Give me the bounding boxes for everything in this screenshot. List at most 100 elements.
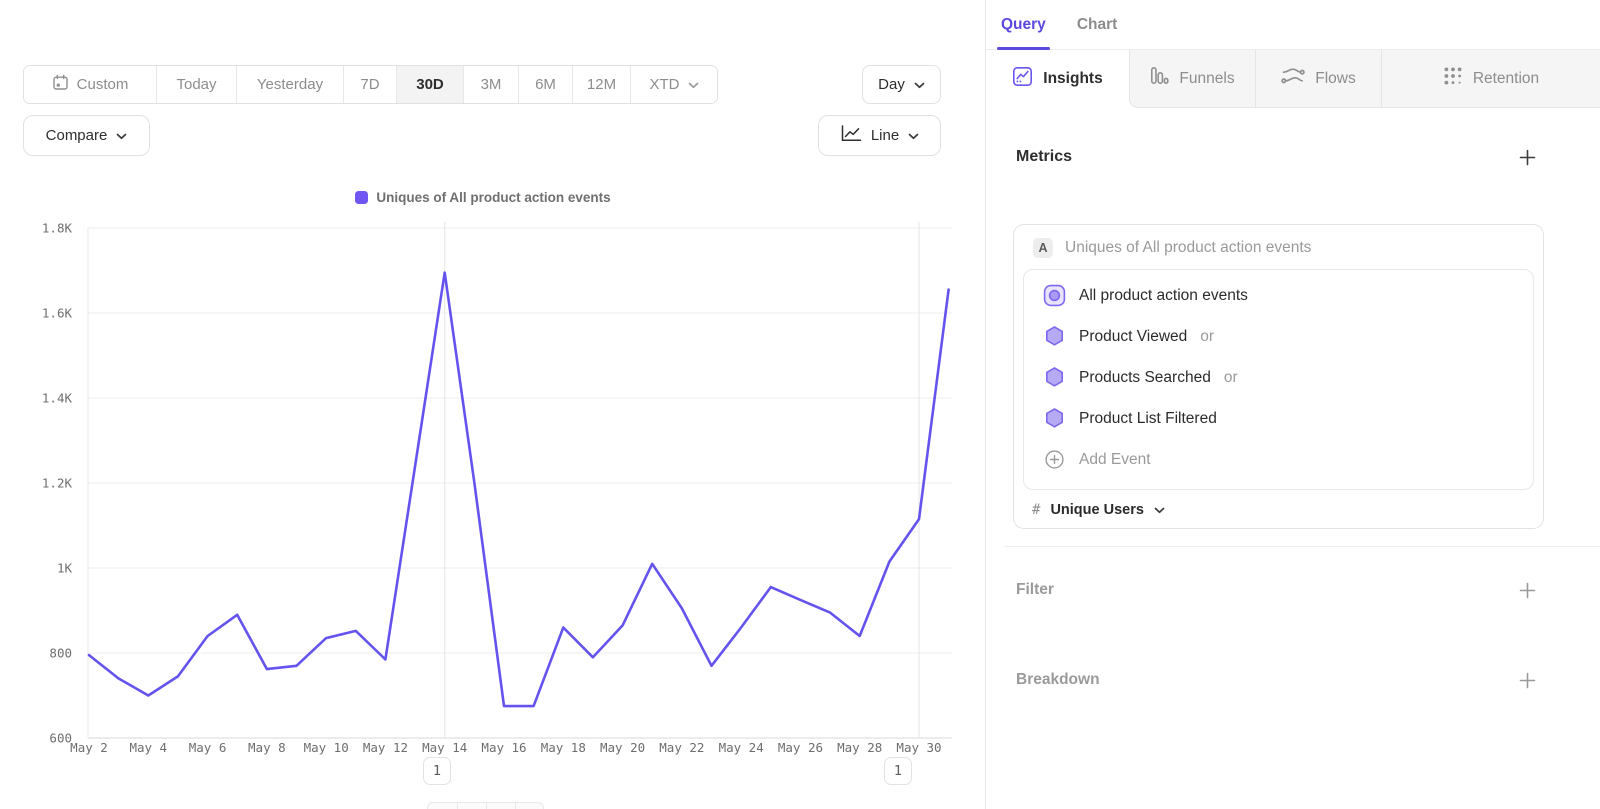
granularity-button[interactable]: Day <box>862 65 941 104</box>
legend-swatch <box>355 191 369 204</box>
measurement-selector[interactable]: # Unique Users <box>1032 490 1165 530</box>
x-axis-tick: May 24 <box>719 740 764 755</box>
add-breakdown-button[interactable] <box>1519 672 1536 689</box>
range-3m[interactable]: 3M <box>464 66 519 103</box>
event-row[interactable]: Product List Filtered <box>1024 398 1533 439</box>
event-operator-suffix: or <box>1223 368 1238 386</box>
tab-label: Funnels <box>1179 69 1235 87</box>
hexagon-icon <box>1043 325 1066 348</box>
granularity-label: Day <box>878 76 905 93</box>
range-12m[interactable]: 12M <box>573 66 631 103</box>
chevron-down-icon <box>908 127 919 144</box>
x-axis-tick: May 28 <box>837 740 882 755</box>
x-axis-tick: May 30 <box>896 740 941 755</box>
date-range-selector: Custom Today Yesterday 7D 30D 3M 6M 12M XTD <box>23 65 718 104</box>
line-chart-icon <box>840 125 862 146</box>
event-label: All product action events <box>1079 286 1248 304</box>
annotation-badge[interactable]: 1 <box>423 757 451 785</box>
range-today[interactable]: Today <box>157 66 237 103</box>
add-event-button[interactable]: Add Event <box>1024 439 1533 480</box>
tab-query[interactable]: Query <box>997 0 1050 50</box>
add-filter-button[interactable] <box>1519 582 1536 599</box>
range-label: XTD <box>649 76 680 93</box>
custom-event-icon <box>1043 284 1066 307</box>
metric-letter-badge: A <box>1033 238 1053 258</box>
y-axis-tick: 1.4K <box>42 391 73 406</box>
legend-label: Uniques of All product action events <box>376 190 611 205</box>
event-row[interactable]: Products Searched or <box>1024 357 1533 398</box>
metric-title-text: Uniques of All product action events <box>1065 239 1312 256</box>
number-icon: # <box>1032 502 1041 518</box>
flows-icon <box>1281 67 1306 91</box>
range-label: 6M <box>535 76 556 93</box>
annotation-badge[interactable]: 1 <box>884 757 912 785</box>
insights-icon <box>1012 66 1033 92</box>
calendar-icon <box>52 74 69 95</box>
chart-legend: Uniques of All product action events <box>0 190 966 205</box>
retention-icon <box>1443 66 1463 91</box>
add-metric-button[interactable] <box>1519 149 1536 166</box>
range-label: Today <box>176 76 217 93</box>
tab-chart-label: Chart <box>1076 15 1118 33</box>
event-label: Product Viewed <box>1079 327 1188 345</box>
range-label: 12M <box>586 76 617 93</box>
tab-insights[interactable]: Insights <box>986 50 1129 108</box>
series-line[interactable] <box>87 271 950 708</box>
tab-retention[interactable]: Retention <box>1381 50 1600 108</box>
range-7d[interactable]: 7D <box>344 66 397 103</box>
axis-labels: 600 800 1K 1.2K 1.4K 1.6K 1.8K May 2 May 4 May 6 M… <box>42 221 942 756</box>
y-axis-tick: 1.2K <box>42 476 73 491</box>
query-builder-panel: Query Chart Insights Funnels Flows Retentio… <box>985 0 1600 809</box>
partial-control[interactable] <box>427 802 544 809</box>
y-axis-tick: 1K <box>57 561 73 576</box>
y-axis-tick: 600 <box>49 731 72 746</box>
tab-chart[interactable]: Chart <box>1077 0 1117 49</box>
chevron-down-icon <box>1154 501 1165 519</box>
event-operator-suffix: or <box>1200 327 1215 345</box>
gridlines <box>87 222 952 739</box>
y-axis-tick: 800 <box>49 646 72 661</box>
range-6m[interactable]: 6M <box>519 66 573 103</box>
event-label: Product List Filtered <box>1079 409 1217 427</box>
x-axis-tick: May 22 <box>659 740 704 755</box>
event-row[interactable]: All product action events <box>1024 275 1533 316</box>
range-label: 3M <box>480 76 502 93</box>
section-divider <box>1005 546 1600 547</box>
event-list: All product action events Product Viewed o… <box>1024 275 1533 439</box>
range-yesterday[interactable]: Yesterday <box>237 66 344 103</box>
metric-header[interactable]: A Uniques of All product action events <box>1014 225 1543 258</box>
metrics-section-header: Metrics <box>1016 146 1536 168</box>
compare-button[interactable]: Compare <box>23 115 150 156</box>
filter-section-header: Filter <box>1016 577 1536 603</box>
hexagon-icon <box>1043 366 1066 389</box>
x-axis-tick: May 12 <box>363 740 408 755</box>
range-label: Custom <box>76 76 129 93</box>
compare-label: Compare <box>45 127 108 144</box>
y-axis-tick: 1.6K <box>42 306 73 321</box>
chart-type-label: Line <box>870 127 900 144</box>
metrics-title: Metrics <box>1016 148 1073 165</box>
funnels-icon <box>1150 66 1170 92</box>
range-30d[interactable]: 30D <box>397 66 464 103</box>
range-xtd[interactable]: XTD <box>631 66 717 103</box>
breakdown-section-header: Breakdown <box>1016 667 1536 693</box>
plus-circle-icon <box>1043 448 1066 471</box>
x-axis-tick: May 6 <box>189 740 227 755</box>
breakdown-title: Breakdown <box>1016 671 1100 688</box>
tab-flows[interactable]: Flows <box>1255 50 1381 108</box>
x-axis-tick: May 14 <box>422 740 467 755</box>
tab-label: Flows <box>1315 69 1356 87</box>
tab-label: Insights <box>1043 69 1103 87</box>
metric-card: A Uniques of All product action events A… <box>1013 224 1544 529</box>
x-axis-tick: May 18 <box>541 740 586 755</box>
tab-funnels[interactable]: Funnels <box>1129 50 1255 108</box>
x-axis-tick: May 26 <box>778 740 823 755</box>
chart-type-button[interactable]: Line <box>818 115 941 156</box>
event-row[interactable]: Product Viewed or <box>1024 316 1533 357</box>
hexagon-icon <box>1043 407 1066 430</box>
chevron-down-icon <box>688 76 699 93</box>
range-custom[interactable]: Custom <box>24 66 157 103</box>
x-axis-tick: May 4 <box>129 740 167 755</box>
filter-title: Filter <box>1016 581 1054 598</box>
add-event-label: Add Event <box>1079 450 1151 468</box>
